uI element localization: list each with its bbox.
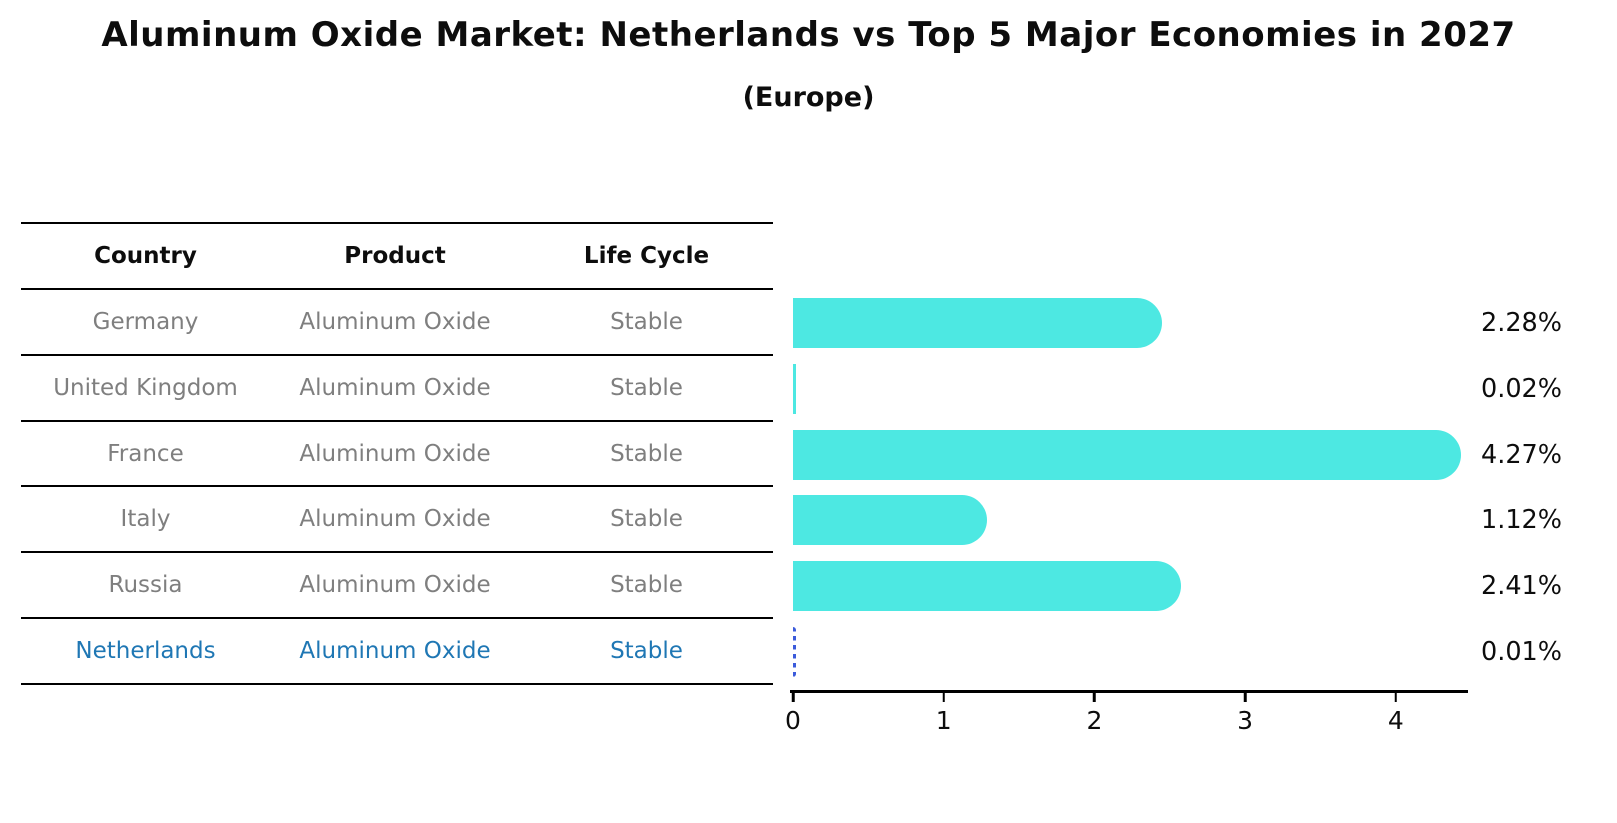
table-row: France Aluminum Oxide Stable [21,422,773,488]
x-axis-tick [1394,693,1398,702]
table-cell-life-cycle: Stable [610,506,683,533]
table-cell-life-cycle: Stable [610,572,683,599]
table-cell-life-cycle: Stable [610,440,683,467]
table-cell-country: Italy [120,506,171,533]
table-cell-country: Germany [92,308,199,335]
x-axis-tick [1243,693,1247,702]
column-header-life-cycle: Life Cycle [583,243,710,269]
table-cell-country: Russia [108,572,183,599]
bar-value-label: 2.41% [1481,571,1563,602]
table-body: Germany Aluminum Oxide Stable United Kingdo… [21,290,773,685]
page-title: Aluminum Oxide Market: Netherlands vs To… [101,15,1516,55]
table-row: Germany Aluminum Oxide Stable [21,290,773,356]
x-axis-tick [1093,693,1096,702]
table-row: Italy Aluminum Oxide Stable [21,487,773,554]
x-axis-tick-label: 4 [1387,706,1404,735]
table-cell-life-cycle: Stable [610,308,683,335]
country-table: Country Product Life Cycle Germany Alumin… [21,222,773,685]
table-cell-country: United Kingdom [53,374,238,401]
column-header-product: Product [344,243,446,269]
bar-value-label: 0.02% [1481,373,1563,404]
x-axis-tick [791,693,795,702]
table-cell-life-cycle: Stable [610,374,683,401]
bar-value-label: 4.27% [1481,439,1563,470]
x-axis-tick-label: 0 [785,706,801,735]
x-axis-tick-label: 2 [1086,706,1103,735]
bar-germany [793,298,1162,348]
table-row: Netherlands Aluminum Oxide Stable [21,619,773,685]
table-cell-country: France [107,440,184,467]
bar-value-label: 1.12% [1481,505,1563,536]
bar-netherlands [793,627,796,678]
bar-france [793,429,1462,480]
table-cell-country: Netherlands [75,638,216,665]
bar-italy [793,495,987,546]
bar-russia [793,561,1182,612]
table-cell-life-cycle: Stable [610,638,683,665]
x-axis-line [790,690,1468,693]
table-cell-product: Aluminum Oxide [299,572,491,599]
column-header-country: Country [94,243,197,269]
x-axis-tick-label: 3 [1237,706,1254,735]
table-cell-product: Aluminum Oxide [299,440,491,467]
bar-value-label: 0.01% [1481,637,1563,668]
table-cell-product: Aluminum Oxide [299,374,491,401]
x-axis-tick-label: 1 [935,706,952,735]
table-header-row: Country Product Life Cycle [21,222,773,290]
page-subtitle: (Europe) [742,82,875,113]
bar-united-kingdom [793,363,796,414]
table-row: Russia Aluminum Oxide Stable [21,553,773,620]
table-cell-product: Aluminum Oxide [299,506,491,533]
x-axis-tick [942,693,945,702]
bar-value-label: 2.28% [1481,307,1563,338]
table-cell-product: Aluminum Oxide [299,308,491,335]
table-cell-product: Aluminum Oxide [299,638,491,665]
table-row: United Kingdom Aluminum Oxide Stable [21,356,773,422]
